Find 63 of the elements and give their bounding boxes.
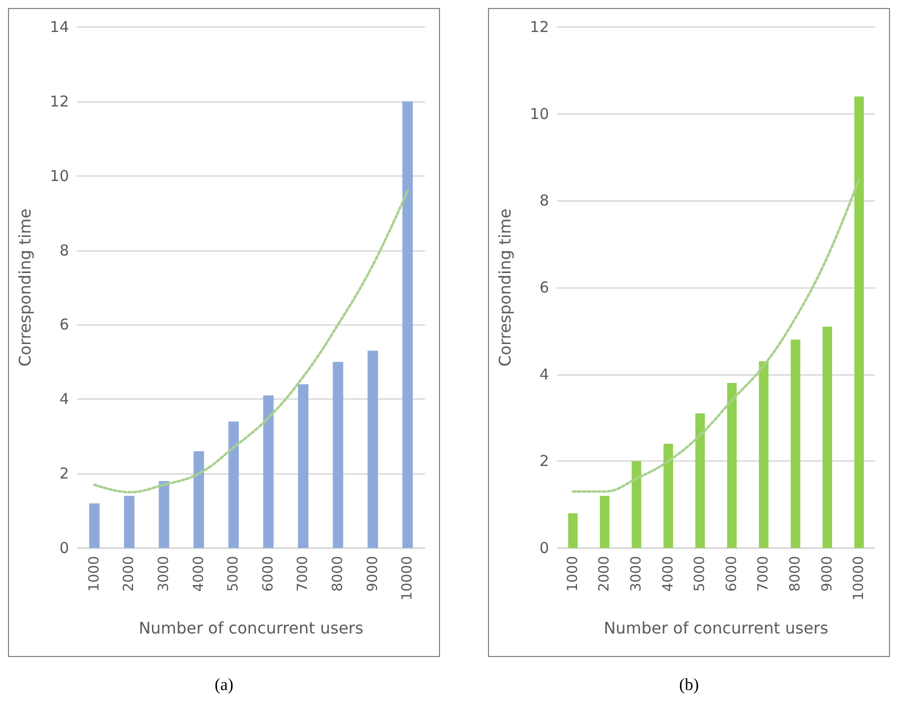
y-tick-label: 6 (59, 316, 69, 334)
x-tick-label: 7000 (295, 556, 312, 592)
x-tick-label: 10000 (400, 556, 416, 601)
y-tick-label: 8 (539, 192, 549, 210)
bar (194, 451, 204, 548)
y-tick-label: 12 (50, 92, 69, 110)
x-tick-label: 5000 (692, 556, 708, 592)
bar (158, 481, 170, 548)
y-axis-title: Corresponding time (496, 208, 514, 366)
bar (263, 395, 274, 548)
text: (a) (214, 675, 234, 695)
x-tick-label: 5000 (226, 556, 242, 592)
x-axis-title: Number of concurrent users (604, 618, 828, 638)
bar (600, 496, 610, 548)
y-tick-label: 6 (539, 278, 549, 296)
line-series (93, 189, 409, 494)
line-series (572, 178, 860, 493)
bar (854, 96, 864, 548)
x-tick-label: 9000 (364, 556, 381, 592)
y-tick-label: 2 (59, 464, 69, 483)
y-axis-title: Corresponding time (16, 208, 34, 366)
bar (124, 496, 134, 548)
bar (632, 461, 642, 548)
text: (b) (678, 675, 700, 695)
bar (822, 326, 832, 548)
bar (402, 101, 413, 548)
x-tick-label: 6000 (724, 556, 740, 592)
y-tick-label: 10 (50, 166, 69, 185)
x-tick-label: 2000 (596, 556, 613, 592)
y-tick-label: 0 (59, 539, 69, 557)
y-tick-label: 8 (59, 241, 69, 260)
bar (228, 421, 239, 548)
x-tick-label: 2000 (121, 556, 138, 592)
y-tick-label: 0 (539, 539, 549, 557)
x-tick-label: 9000 (819, 556, 836, 592)
bar (727, 383, 737, 548)
x-tick-label: 4000 (660, 556, 676, 592)
x-tick-label: 10000 (851, 556, 868, 601)
x-tick-label: 7000 (756, 556, 772, 592)
x-tick-label: 8000 (330, 556, 346, 592)
bar (695, 413, 705, 548)
x-tick-label: 3000 (628, 556, 644, 592)
x-tick-label: 8000 (788, 556, 804, 592)
y-tick-label: 4 (539, 365, 549, 384)
x-tick-label: 4000 (190, 556, 207, 592)
bar (664, 444, 674, 548)
y-tick-label: 12 (530, 18, 549, 36)
y-tick-label: 4 (59, 390, 69, 408)
x-tick-label: 6000 (260, 556, 276, 592)
x-axis-title: Number of concurrent users (138, 618, 364, 638)
x-tick-label: 3000 (156, 556, 172, 592)
bar (568, 513, 578, 548)
bar (332, 362, 344, 548)
x-tick-label: 1000 (86, 556, 102, 592)
bar (89, 503, 100, 548)
bar (790, 340, 800, 548)
y-tick-label: 2 (539, 452, 549, 470)
x-tick-label: 1000 (564, 556, 581, 592)
y-tick-label: 14 (50, 18, 69, 36)
bar (298, 384, 308, 548)
bar (368, 350, 378, 548)
y-tick-label: 10 (530, 104, 549, 123)
bar (758, 361, 768, 548)
